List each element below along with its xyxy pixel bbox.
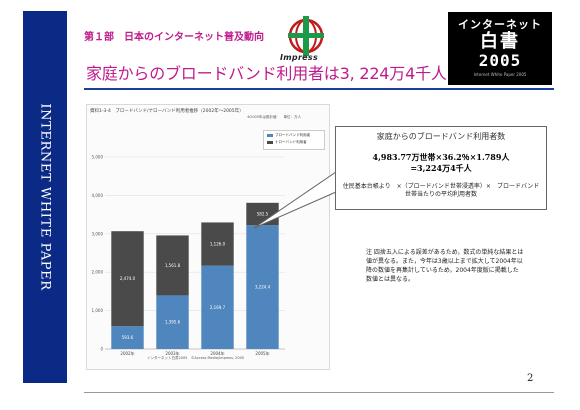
legend-label-broadband: ブロードバンド利用者 <box>275 133 311 137</box>
bar-segment <box>201 265 234 349</box>
bar-value-label: 2,169.7 <box>210 305 226 310</box>
bar-value-label: 3,224.4 <box>255 285 271 290</box>
y-tick-label: 4,000 <box>92 193 104 198</box>
logo-line-1: インターネット <box>458 18 542 31</box>
legend-item-narrowband: ナローバンド利用者 <box>267 140 321 145</box>
sidebar-title: INTERNET WHITE PAPER <box>37 103 53 291</box>
white-paper-logo: インターネット 白書 2005 Internet White Paper 200… <box>448 12 552 85</box>
slide-title: 家庭からのブロードバンド利用者は3, 224万4千人 <box>86 64 447 83</box>
x-tick-label: 2004年 <box>210 350 224 356</box>
bar-value-label: 593.6 <box>122 335 134 340</box>
y-tick-label: 3,000 <box>92 231 104 236</box>
title-divider <box>84 88 554 90</box>
legend-item-broadband: ブロードバンド利用者 <box>267 133 321 138</box>
logo-line-3: 2005 <box>478 51 522 70</box>
chart-caption: 資料1-3-4 ブロードバンド/ナローバンド利用者推移（2002年～2005年） <box>90 109 244 114</box>
page-number: 2 <box>527 373 534 384</box>
bar-value-label: 2,474.0 <box>120 276 136 281</box>
footer-divider <box>84 392 554 393</box>
callout-note: 住民基本台帳より ×（ブロードバンド世帯浸透率）× ブロードバンド世帯当たりの平… <box>342 183 540 198</box>
y-tick-label: 5,000 <box>92 155 104 160</box>
callout-pointer <box>253 171 337 229</box>
callout-result: =3,224万4千人 <box>410 163 472 173</box>
chart-panel: 5,000 4,000 3,000 2,000 1,000 0 593.6 2,474.0 20… <box>86 104 330 370</box>
x-tick-label: 2005年 <box>255 350 269 356</box>
logo-line-2: 白書 <box>480 31 520 52</box>
callout-equation: 4,983.77万世帯×36.2％×1.789人 <box>372 152 510 162</box>
chart-source: インターネット白書2005 ©Access Media/impress, 200… <box>147 356 245 360</box>
bar-value-label: 582.5 <box>257 211 269 216</box>
bar-segment <box>111 231 144 327</box>
callout-box: 家庭からのブロードバンド利用者数 4,983.77万世帯×36.2％×1.789… <box>335 126 547 210</box>
logo-line-4: Internet White Paper 2005 <box>473 72 527 77</box>
y-tick-label: 1,000 <box>92 308 104 313</box>
bar-value-label: 1,126.0 <box>210 242 226 247</box>
chart-note: ※2005年は推計値 単位：万人 <box>247 115 301 119</box>
x-tick-label: 2002年 <box>120 350 134 356</box>
footnote: 注 四捨五入による誤差があるため，数式の単純な結果とは値が異なる。また，今年は3… <box>366 249 524 283</box>
stacked-bar-chart: 5,000 4,000 3,000 2,000 1,000 0 593.6 2,474.0 20… <box>92 155 285 356</box>
legend-label-narrowband: ナローバンド利用者 <box>275 140 307 144</box>
y-tick-label: 2,000 <box>92 270 104 275</box>
bar-segment <box>156 295 189 349</box>
bar-segment <box>201 222 234 266</box>
publisher-name: Impress <box>280 53 319 62</box>
bar-value-label: 1,561.8 <box>165 263 181 268</box>
bar-segment <box>246 225 279 349</box>
bar-value-label: 1,395.6 <box>165 320 181 325</box>
impress-logo-icon <box>288 16 324 56</box>
bar-segment <box>156 235 189 296</box>
chart-legend: ブロードバンド利用者 ナローバンド利用者 <box>263 130 325 150</box>
legend-swatch-broadband <box>267 134 273 137</box>
legend-swatch-narrowband <box>267 141 273 144</box>
y-tick-label: 0 <box>100 347 103 352</box>
chapter-heading: 第１部 日本のインターネット普及動向 <box>84 32 264 43</box>
callout-title: 家庭からのブロードバンド利用者数 <box>376 132 506 141</box>
bar-segment <box>111 326 144 349</box>
sidebar-band: INTERNET WHITE PAPER <box>23 11 67 383</box>
x-tick-label: 2003年 <box>165 350 179 356</box>
